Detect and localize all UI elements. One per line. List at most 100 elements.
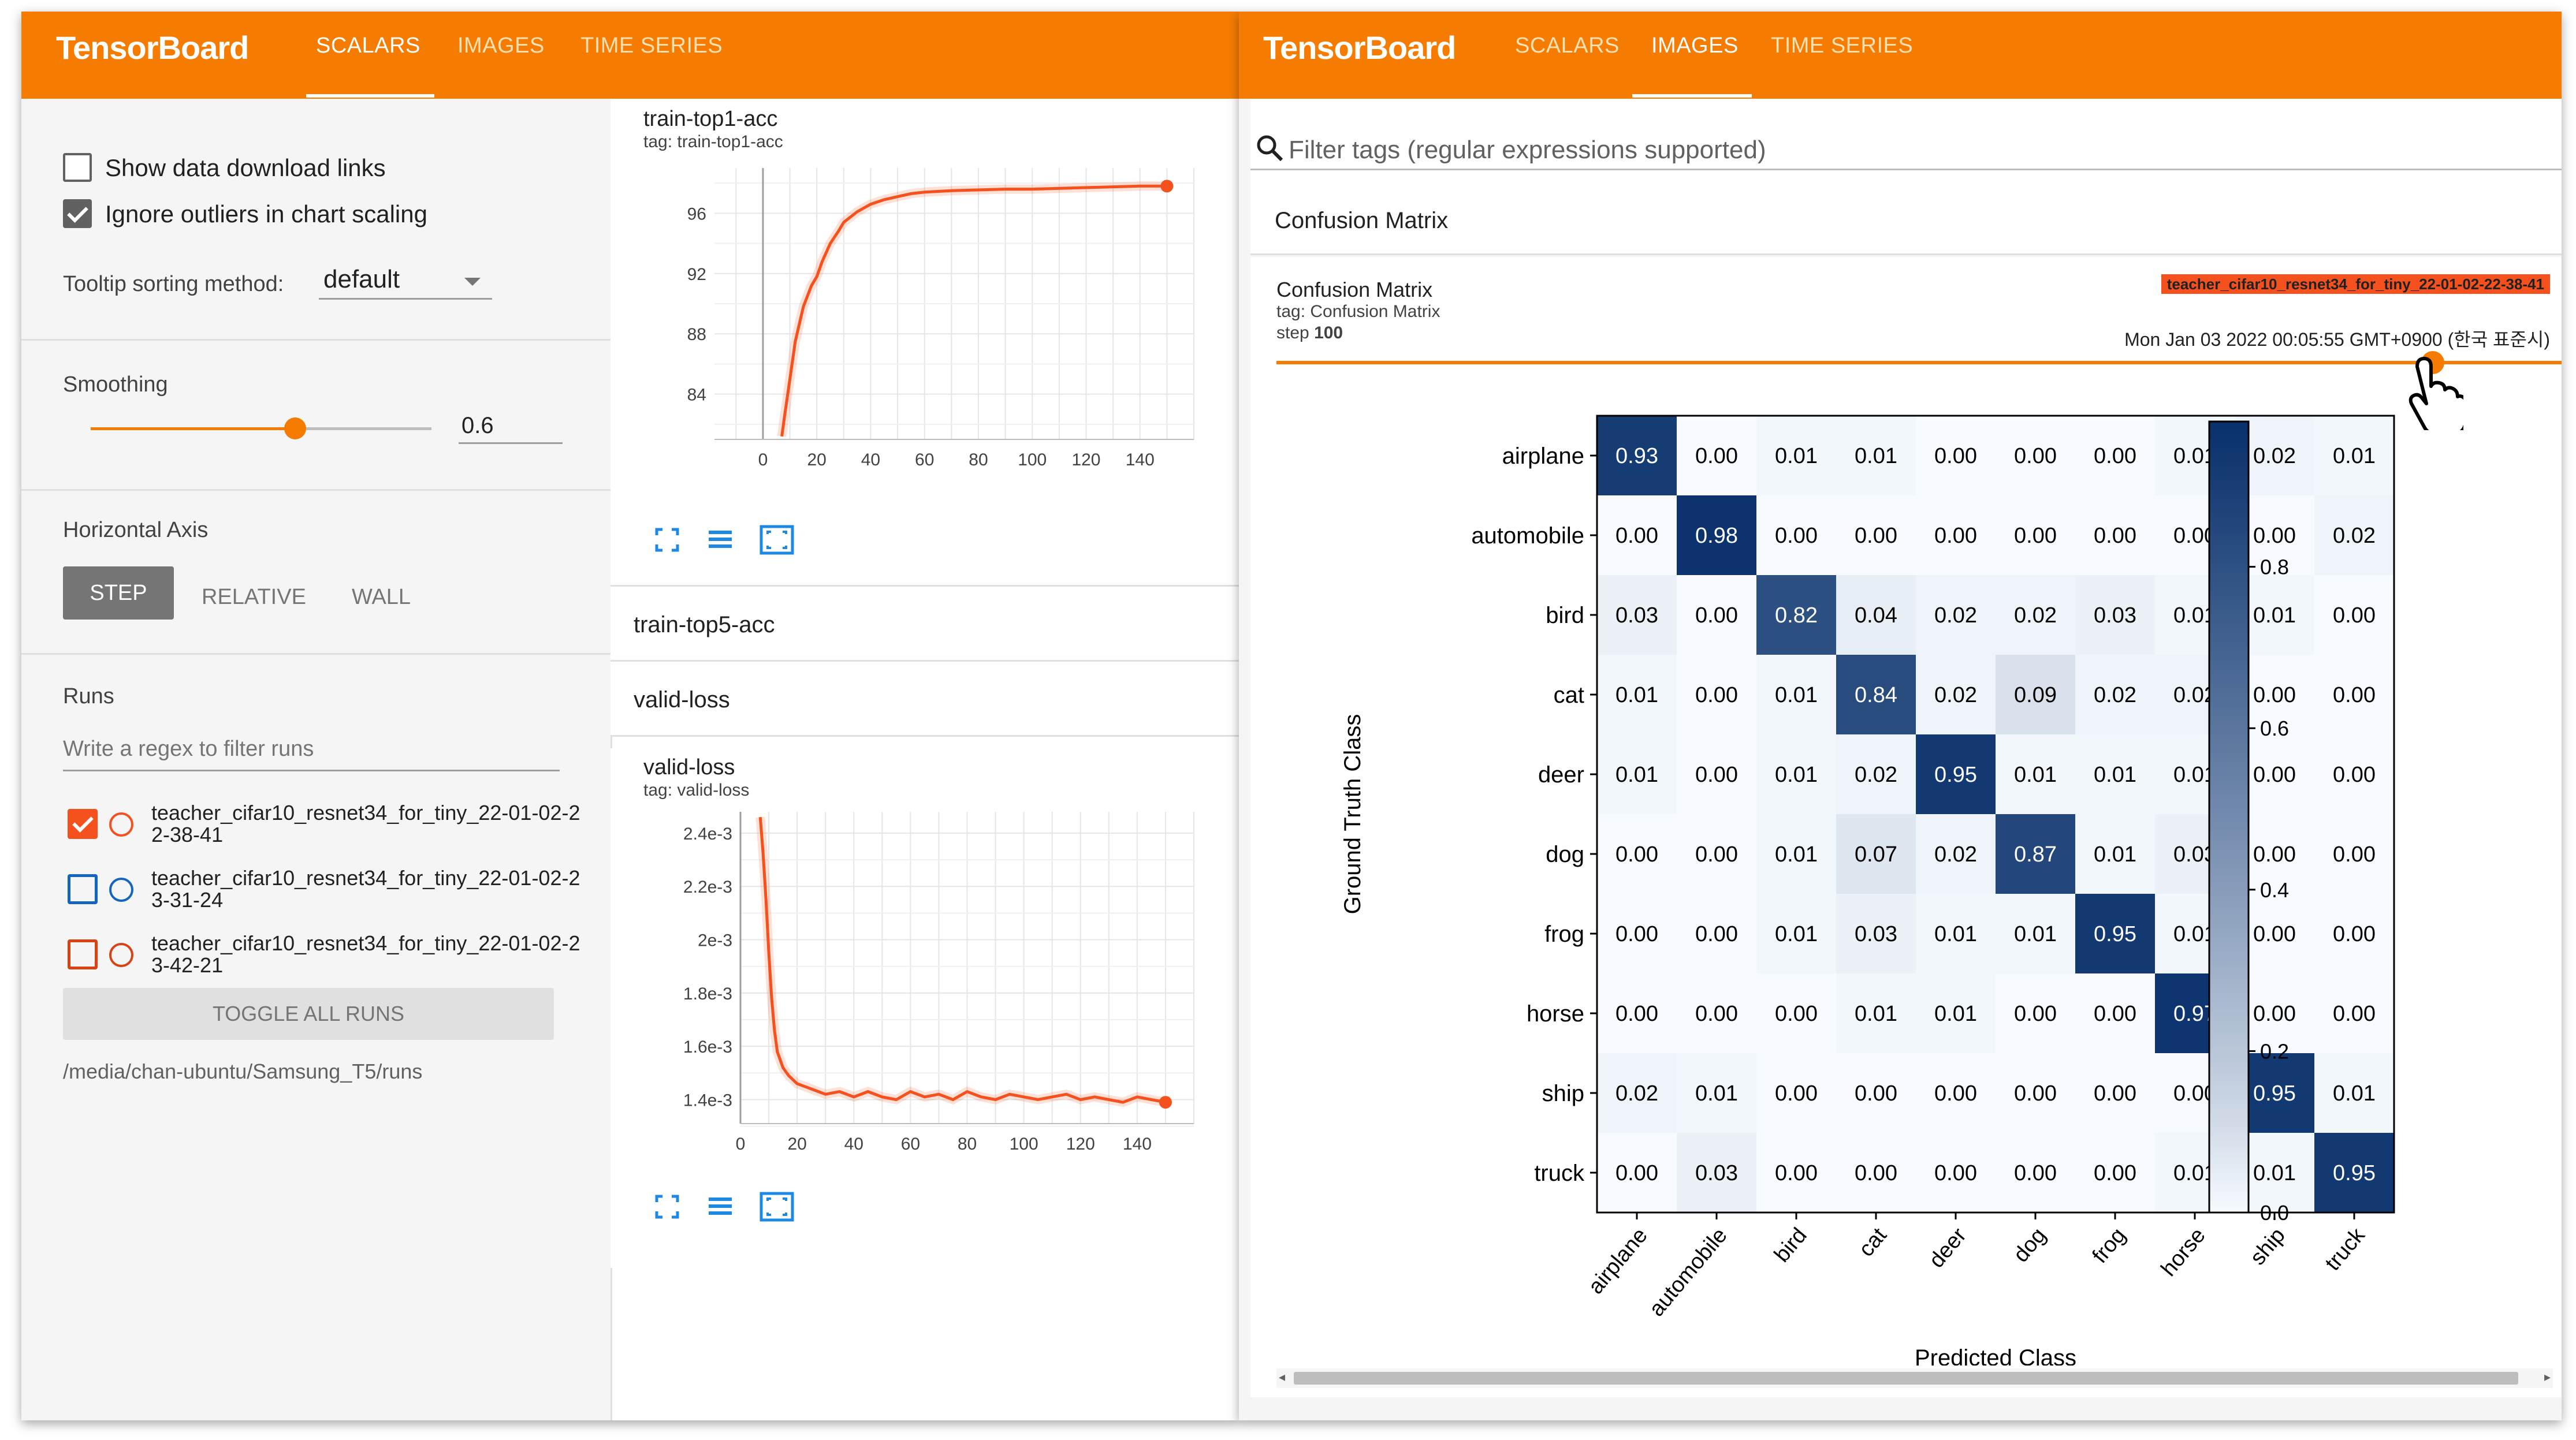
heatmap-cell bbox=[1916, 894, 1996, 973]
colorbar bbox=[2208, 420, 2250, 1214]
y-class-label: automobile bbox=[1471, 523, 1584, 549]
run-filter-input[interactable]: Write a regex to filter runs bbox=[63, 725, 560, 771]
heatmap-cell-value: 0.01 bbox=[1775, 444, 1818, 468]
heatmap-cell bbox=[1836, 495, 1916, 575]
active-tab-indicator bbox=[306, 94, 434, 98]
image-card-title: Confusion Matrix bbox=[1276, 278, 1433, 301]
x-class-label: automobile bbox=[1644, 1223, 1732, 1321]
heatmap-cell-value: 0.00 bbox=[2253, 763, 2296, 787]
run-checkbox[interactable] bbox=[68, 809, 98, 839]
tab-scalars[interactable]: SCALARS bbox=[316, 33, 420, 58]
heatmap-cell-value: 0.03 bbox=[1695, 1161, 1738, 1185]
run-color-swatch[interactable] bbox=[109, 943, 133, 967]
collapsed-card-train-top5-acc[interactable]: train-top5-acc bbox=[611, 587, 1239, 662]
heatmap-cell-value: 0.00 bbox=[2333, 922, 2376, 946]
fullscreen-icon[interactable] bbox=[653, 1193, 681, 1221]
x-class-label: horse bbox=[2157, 1223, 2210, 1281]
smoothing-value: 0.6 bbox=[461, 413, 494, 438]
tab-images[interactable]: IMAGES bbox=[1651, 33, 1739, 58]
heatmap-cell bbox=[1836, 814, 1916, 894]
divider bbox=[21, 653, 611, 655]
smoothing-slider-thumb[interactable] bbox=[284, 417, 306, 439]
step-slider-track[interactable] bbox=[1276, 351, 2562, 374]
heatmap-cell bbox=[1677, 416, 1756, 495]
heatmap-cell bbox=[1916, 416, 1996, 495]
scrollbar-thumb[interactable] bbox=[1294, 1372, 2518, 1385]
valid-loss-chart[interactable]: 1.4e-3 1.6e-3 1.8e-3 2e-3 2.2e-3 2.4e-3 0 20 40 6… bbox=[634, 800, 1211, 1170]
section-header[interactable]: Confusion Matrix bbox=[1250, 185, 2562, 255]
heatmap-cell bbox=[1996, 734, 2075, 814]
run-filter-placeholder: Write a regex to filter runs bbox=[63, 737, 314, 761]
x-tick-label: 100 bbox=[1010, 1135, 1038, 1154]
tab-time-series[interactable]: TIME SERIES bbox=[1771, 33, 1914, 58]
smoothing-input[interactable]: 0.6 bbox=[459, 404, 563, 444]
heatmap-cell-value: 0.00 bbox=[2094, 1002, 2136, 1026]
heatmap-cell-value: 0.00 bbox=[1934, 1161, 1977, 1185]
run-checkbox[interactable] bbox=[68, 874, 98, 904]
scroll-right-icon[interactable]: ▸ bbox=[2544, 1370, 2551, 1384]
heatmap-cell-value: 0.01 bbox=[1775, 842, 1818, 867]
data-table-icon[interactable] bbox=[706, 526, 734, 554]
heatmap-cell-value: 0.00 bbox=[2333, 842, 2376, 867]
fit-domain-icon[interactable] bbox=[760, 1192, 794, 1222]
fullscreen-icon[interactable] bbox=[653, 526, 681, 554]
tab-scalars[interactable]: SCALARS bbox=[1515, 33, 1620, 58]
heatmap-cell-value: 0.00 bbox=[1934, 444, 1977, 468]
fit-domain-icon[interactable] bbox=[760, 525, 794, 555]
heatmap-cell bbox=[1756, 575, 1836, 655]
heatmap-cell bbox=[1996, 495, 2075, 575]
tag-filter-input[interactable]: Filter tags (regular expressions support… bbox=[1250, 124, 2562, 170]
tooltip-sorting-select[interactable]: default bbox=[319, 260, 492, 300]
brand-title: TensorBoard bbox=[56, 29, 249, 66]
hand-cursor-icon bbox=[2409, 357, 2463, 430]
x-class-label: airplane bbox=[1584, 1223, 1652, 1299]
runs-title: Runs bbox=[63, 684, 114, 708]
y-tick-label: 92 bbox=[687, 265, 706, 284]
collapsed-card-valid-loss[interactable]: valid-loss bbox=[611, 662, 1239, 737]
ignore-outliers-checkbox[interactable] bbox=[63, 199, 92, 228]
x-tick-label: 60 bbox=[901, 1135, 920, 1154]
heatmap-cell-value: 0.07 bbox=[1855, 842, 1897, 867]
heatmap-cell bbox=[1597, 495, 1677, 575]
heatmap-cell-value: 0.01 bbox=[2253, 1161, 2296, 1185]
tab-time-series[interactable]: TIME SERIES bbox=[580, 33, 723, 58]
heatmap-cell bbox=[2075, 1133, 2155, 1213]
train-top1-acc-chart[interactable]: 84 88 92 96 0 20 40 60 80 100 120 140 bbox=[634, 156, 1211, 509]
heatmap-cell-value: 0.95 bbox=[2253, 1081, 2296, 1106]
data-table-icon[interactable] bbox=[706, 1193, 734, 1221]
tab-images[interactable]: IMAGES bbox=[457, 33, 545, 58]
heatmap-cell bbox=[1916, 734, 1996, 814]
scroll-left-icon[interactable]: ◂ bbox=[1279, 1370, 1286, 1384]
run-color-swatch[interactable] bbox=[109, 878, 133, 902]
heatmap-cell-value: 0.00 bbox=[2253, 922, 2296, 946]
show-download-links-checkbox[interactable] bbox=[63, 153, 92, 182]
x-tick-label: 40 bbox=[861, 450, 880, 469]
heatmap-cell-value: 0.01 bbox=[1775, 763, 1818, 787]
divider bbox=[21, 489, 611, 491]
heatmap-cell-value: 0.02 bbox=[2253, 444, 2296, 468]
chart-title: valid-loss bbox=[643, 755, 735, 779]
heatmap-cell bbox=[1836, 734, 1916, 814]
heatmap-cell bbox=[1996, 655, 2075, 734]
y-class-label: dog bbox=[1546, 842, 1584, 867]
heatmap-cell-value: 0.01 bbox=[2333, 444, 2376, 468]
y-class-label: cat bbox=[1554, 682, 1584, 708]
run-color-swatch[interactable] bbox=[109, 812, 133, 837]
heatmap-cell bbox=[2314, 655, 2394, 734]
hax-step-button[interactable]: STEP bbox=[63, 566, 174, 620]
toggle-all-runs-button[interactable]: TOGGLE ALL RUNS bbox=[63, 988, 554, 1040]
images-panel: Confusion Matrix Confusion Matrix tag: C… bbox=[1250, 185, 2562, 1420]
heatmap-cell-value: 0.04 bbox=[1855, 603, 1897, 628]
smoothing-slider-track[interactable] bbox=[91, 417, 431, 439]
hax-wall-button[interactable]: WALL bbox=[352, 585, 411, 609]
heatmap-cell-value: 0.01 bbox=[2094, 842, 2136, 867]
heatmap-cell-value: 0.00 bbox=[1775, 1081, 1818, 1106]
heatmap-cell bbox=[2075, 734, 2155, 814]
scalars-main: train-top1-acc tag: train-top1-acc 84 88 9… bbox=[611, 99, 1239, 1420]
hax-relative-button[interactable]: RELATIVE bbox=[202, 585, 306, 609]
run-checkbox[interactable] bbox=[68, 939, 98, 969]
x-tick-label: 120 bbox=[1066, 1135, 1095, 1154]
x-tick-label: 20 bbox=[807, 450, 827, 469]
heatmap-cell-value: 0.02 bbox=[1934, 683, 1977, 707]
horizontal-scrollbar[interactable]: ◂ ▸ bbox=[1276, 1368, 2553, 1388]
